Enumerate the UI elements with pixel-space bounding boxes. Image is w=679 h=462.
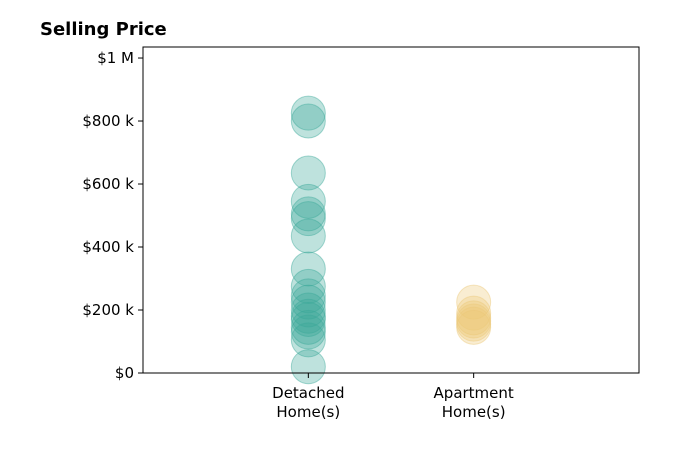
data-points: [290, 95, 492, 385]
data-point: [456, 284, 492, 320]
y-tick-label: $1 M: [97, 49, 134, 67]
y-axis: $0 $200 k $400 k $600 k $800 k $1 M: [82, 49, 143, 382]
y-tick-label: $200 k: [82, 301, 134, 319]
data-point: [290, 284, 326, 320]
data-point: [290, 251, 326, 287]
data-point: [456, 309, 492, 345]
chart-title: Selling Price: [40, 19, 167, 40]
y-tick-label: $600 k: [82, 175, 134, 193]
data-point: [456, 295, 492, 331]
data-point: [290, 349, 326, 385]
x-tick-label: Home(s): [442, 403, 506, 421]
data-point: [290, 309, 326, 345]
data-point: [456, 300, 492, 336]
y-tick-label: $400 k: [82, 238, 134, 256]
x-tick-label: Apartment: [434, 384, 514, 402]
plot-frame: [142, 46, 640, 374]
data-point: [290, 292, 326, 328]
y-tick-label: $0: [115, 364, 134, 382]
data-point: [290, 298, 326, 334]
data-point: [456, 306, 492, 342]
data-point: [290, 218, 326, 254]
data-point: [290, 322, 326, 358]
data-point: [290, 95, 326, 131]
x-tick-label: Home(s): [276, 403, 340, 421]
data-point: [290, 196, 326, 232]
data-point: [290, 301, 326, 337]
data-point: [290, 201, 326, 237]
x-tick-label: Detached: [272, 384, 344, 402]
y-tick-label: $800 k: [82, 112, 134, 130]
data-point: [290, 268, 326, 304]
data-point: [290, 278, 326, 314]
data-point: [456, 303, 492, 339]
data-point: [290, 103, 326, 139]
data-point: [290, 314, 326, 350]
data-point: [290, 155, 326, 191]
data-point: [290, 183, 326, 219]
